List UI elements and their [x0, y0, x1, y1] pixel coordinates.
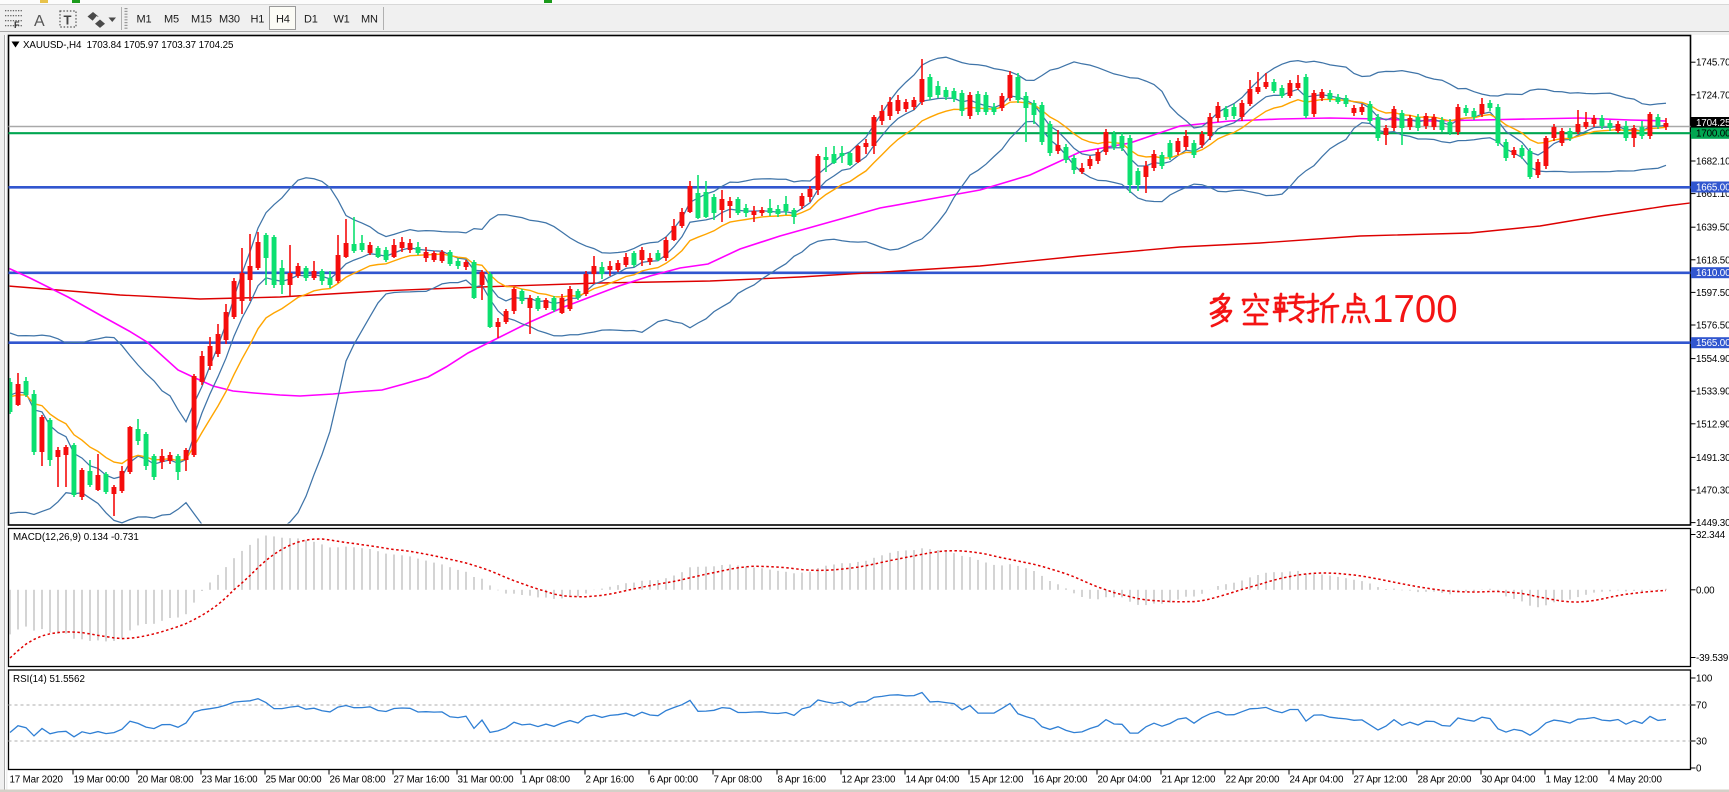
svg-text:1597.50: 1597.50 — [1696, 288, 1729, 299]
svg-text:MACD(12,26,9) 0.134 -0.731: MACD(12,26,9) 0.134 -0.731 — [13, 532, 139, 543]
svg-text:1491.30: 1491.30 — [1696, 453, 1729, 464]
svg-text:1724.70: 1724.70 — [1696, 90, 1729, 101]
svg-text:1700.00: 1700.00 — [1696, 129, 1729, 140]
svg-text:28 Apr 20:00: 28 Apr 20:00 — [1418, 774, 1472, 785]
svg-text:1639.50: 1639.50 — [1696, 223, 1729, 234]
svg-text:27 Mar 16:00: 27 Mar 16:00 — [394, 774, 451, 785]
svg-text:1700: 1700 — [1372, 288, 1458, 331]
svg-text:32.344: 32.344 — [1696, 530, 1726, 541]
svg-text:20 Mar 08:00: 20 Mar 08:00 — [138, 774, 195, 785]
svg-text:23 Mar 16:00: 23 Mar 16:00 — [202, 774, 259, 785]
svg-text:22 Apr 20:00: 22 Apr 20:00 — [1226, 774, 1280, 785]
svg-text:1665.00: 1665.00 — [1696, 183, 1729, 194]
svg-text:1449.30: 1449.30 — [1696, 518, 1729, 529]
svg-text:16 Apr 20:00: 16 Apr 20:00 — [1034, 774, 1088, 785]
svg-text:H4: H4 — [276, 14, 290, 26]
svg-text:25 Mar 00:00: 25 Mar 00:00 — [266, 774, 323, 785]
svg-text:19 Mar 00:00: 19 Mar 00:00 — [74, 774, 131, 785]
svg-text:1661.10: 1661.10 — [1696, 189, 1729, 200]
svg-text:30 Apr 04:00: 30 Apr 04:00 — [1482, 774, 1536, 785]
svg-text:14 Apr 04:00: 14 Apr 04:00 — [906, 774, 960, 785]
svg-text:0.00: 0.00 — [1696, 585, 1715, 596]
svg-text:21 Apr 12:00: 21 Apr 12:00 — [1162, 774, 1216, 785]
svg-text:4 May 20:00: 4 May 20:00 — [1610, 774, 1663, 785]
svg-text:MN: MN — [361, 14, 378, 26]
svg-text:1 Apr 08:00: 1 Apr 08:00 — [522, 774, 571, 785]
svg-text:6 Apr 00:00: 6 Apr 00:00 — [650, 774, 699, 785]
svg-text:1565.00: 1565.00 — [1696, 338, 1729, 349]
svg-text:D1: D1 — [304, 14, 318, 26]
svg-text:M5: M5 — [164, 14, 179, 26]
svg-text:24 Apr 04:00: 24 Apr 04:00 — [1290, 774, 1344, 785]
svg-text:27 Apr 12:00: 27 Apr 12:00 — [1354, 774, 1408, 785]
svg-text:T: T — [64, 13, 72, 28]
svg-text:1618.50: 1618.50 — [1696, 255, 1729, 266]
svg-text:XAUUSD-,H4 1703.84 1705.97 17: XAUUSD-,H4 1703.84 1705.97 1703.37 1704.… — [23, 40, 234, 51]
svg-text:70: 70 — [1696, 701, 1707, 712]
svg-text:1576.50: 1576.50 — [1696, 321, 1729, 332]
svg-text:1470.30: 1470.30 — [1696, 486, 1729, 497]
svg-text:7 Apr 08:00: 7 Apr 08:00 — [714, 774, 763, 785]
svg-text:100: 100 — [1696, 674, 1713, 685]
svg-text:A: A — [34, 13, 45, 30]
svg-text:2 Apr 16:00: 2 Apr 16:00 — [586, 774, 635, 785]
svg-text:RSI(14) 51.5562: RSI(14) 51.5562 — [13, 674, 85, 685]
svg-text:H1: H1 — [251, 14, 265, 26]
svg-text:1610.00: 1610.00 — [1696, 268, 1729, 279]
svg-text:-39.539: -39.539 — [1696, 653, 1728, 664]
svg-text:20 Apr 04:00: 20 Apr 04:00 — [1098, 774, 1152, 785]
svg-text:15 Apr 12:00: 15 Apr 12:00 — [970, 774, 1024, 785]
svg-text:8 Apr 16:00: 8 Apr 16:00 — [778, 774, 827, 785]
svg-text:M15: M15 — [191, 14, 212, 26]
svg-text:1533.90: 1533.90 — [1696, 387, 1729, 398]
svg-text:1704.25: 1704.25 — [1696, 118, 1729, 129]
svg-text:12 Apr 23:00: 12 Apr 23:00 — [842, 774, 896, 785]
svg-text:17 Mar 2020: 17 Mar 2020 — [10, 774, 64, 785]
svg-text:31 Mar 00:00: 31 Mar 00:00 — [458, 774, 515, 785]
svg-text:1745.70: 1745.70 — [1696, 58, 1729, 69]
svg-text:1 May 12:00: 1 May 12:00 — [1546, 774, 1599, 785]
svg-text:W1: W1 — [334, 14, 350, 26]
svg-text:26 Mar 08:00: 26 Mar 08:00 — [330, 774, 387, 785]
svg-text:F: F — [14, 20, 20, 30]
svg-text:0: 0 — [1696, 764, 1702, 775]
svg-text:30: 30 — [1696, 737, 1707, 748]
svg-text:1682.10: 1682.10 — [1696, 157, 1729, 168]
svg-text:M30: M30 — [219, 14, 240, 26]
svg-text:1512.90: 1512.90 — [1696, 419, 1729, 430]
svg-text:M1: M1 — [137, 14, 152, 26]
svg-text:1554.90: 1554.90 — [1696, 354, 1729, 365]
